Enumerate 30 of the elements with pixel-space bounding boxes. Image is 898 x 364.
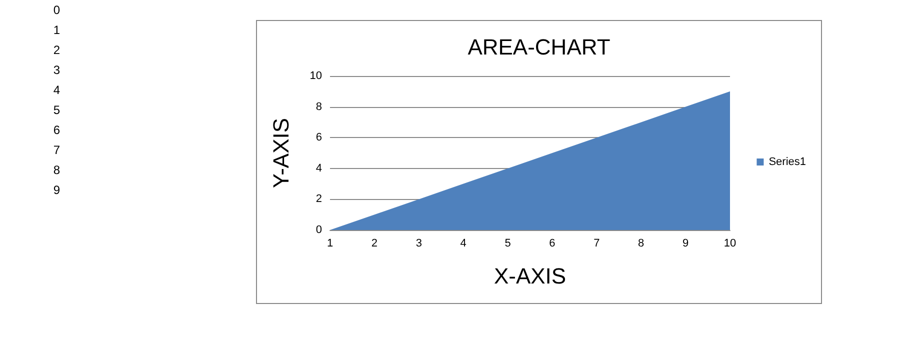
text: 2 bbox=[52, 43, 60, 57]
legend-label: Series1 bbox=[768, 156, 806, 168]
x-axis-title: X-AXIS bbox=[494, 264, 566, 288]
y-tick-label: 0 bbox=[316, 224, 322, 236]
x-tick-label: 3 bbox=[416, 238, 422, 250]
y-tick-label: 8 bbox=[316, 100, 322, 113]
text: 5 bbox=[52, 103, 60, 117]
chart-title: AREA-CHART bbox=[468, 34, 610, 60]
x-tick-label: 2 bbox=[371, 238, 378, 250]
y-tick-label: 6 bbox=[316, 132, 322, 144]
y-tick-label: 2 bbox=[316, 193, 322, 206]
x-tick-label: 9 bbox=[682, 238, 689, 250]
text: 4 bbox=[52, 83, 60, 97]
x-tick-label: 6 bbox=[549, 238, 556, 250]
text: 1 bbox=[52, 23, 60, 37]
x-tick-label: 1 bbox=[326, 238, 334, 250]
text: 6 bbox=[52, 123, 60, 137]
x-tick-label: 8 bbox=[638, 238, 644, 250]
text: 3 bbox=[52, 63, 60, 77]
y-tick-label: 4 bbox=[316, 162, 322, 174]
y-tick-label: 10 bbox=[310, 70, 322, 82]
text: 7 bbox=[52, 143, 60, 157]
x-tick-label: 7 bbox=[594, 238, 600, 250]
x-tick-label: 4 bbox=[460, 238, 466, 250]
y-axis-title: Y-AXIS bbox=[268, 118, 294, 188]
text: 0 bbox=[52, 3, 60, 17]
x-tick-label: 5 bbox=[504, 238, 511, 250]
text: 9 bbox=[52, 183, 60, 197]
text: 8 bbox=[52, 163, 60, 177]
x-tick-label: 10 bbox=[724, 238, 736, 250]
